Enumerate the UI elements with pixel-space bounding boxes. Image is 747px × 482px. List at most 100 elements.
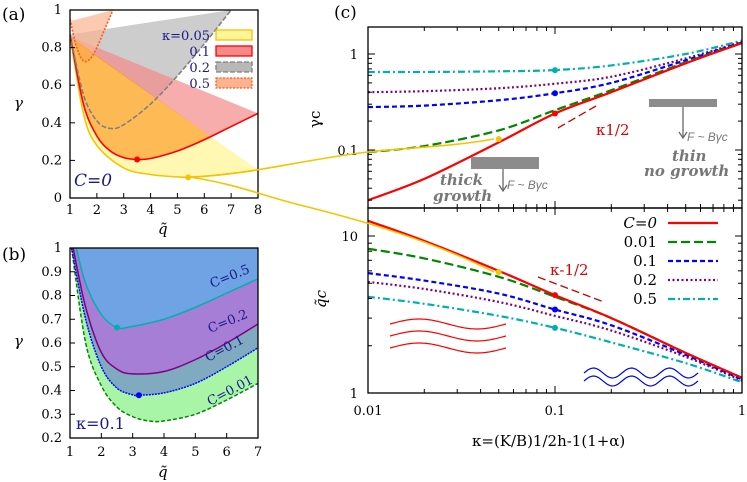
connector-q	[189, 176, 495, 273]
thin-film-icon	[649, 99, 717, 107]
c-top-ylabel: γc	[306, 111, 324, 128]
c-xtick-label: 0.1	[545, 404, 566, 419]
qc-curve-0.2	[368, 280, 742, 382]
force-arrowhead-icon	[498, 184, 508, 193]
panel-b: 1 2 3 4 5 6 70.20.30.40.50.60.70.80.91C=0.5C=0…	[41, 241, 262, 460]
thin-label: thin	[672, 147, 706, 165]
gc-curve-0.1	[368, 41, 742, 109]
qc-point	[552, 324, 558, 331]
gc-point	[552, 110, 558, 117]
a-ytick-label: 0.8	[41, 41, 62, 56]
force-arrowhead-icon-2	[678, 131, 688, 140]
k-mhalf-guide	[537, 276, 605, 303]
c-bottom-ytick-label: 1	[350, 387, 358, 402]
a-ytick-label: 0.6	[41, 78, 62, 93]
gc-curve-0.2	[368, 40, 742, 94]
c-xlabel: κ=(K/B)1/2h-1(1+α)	[472, 432, 625, 450]
b-ylabel: γ	[14, 332, 23, 350]
fill-C=0.5	[76, 248, 258, 329]
a-legend-swatch	[215, 45, 253, 57]
wrinkle-icons	[389, 318, 699, 387]
a-xtick-label: 1	[66, 203, 74, 218]
gc-curve-0.5	[368, 39, 742, 74]
a-ytick-label: 0.2	[41, 153, 62, 168]
c-legend-label: 0.1	[633, 252, 657, 270]
curve-C=0.1	[70, 248, 258, 397]
a-annotation: C=0	[74, 171, 112, 191]
growth-label: growth	[433, 187, 492, 205]
panel-c: 0.01 0.1 1 0.1 1 1 10	[337, 26, 746, 419]
c-legend: C=00.010.10.20.5	[623, 214, 718, 308]
k-half-label: κ1/2	[596, 121, 630, 139]
a-xtick-label: 8	[254, 203, 262, 218]
a-ylabel: γ	[14, 94, 23, 112]
minimum-point	[114, 324, 120, 331]
b-ytick-label: 0.6	[41, 336, 62, 351]
gc-point	[552, 90, 558, 97]
b-ytick-label: 1	[54, 241, 62, 256]
curve-C=0.01	[70, 248, 258, 423]
c-bottom-frame	[367, 207, 743, 394]
qc-point-kappa-0.05	[495, 268, 502, 275]
b-xtick-label: 1	[66, 445, 74, 460]
thick-label: thick	[440, 171, 483, 189]
panel-a: 1 2 3 4 5 6 7 800.20.40.60.81κ=0.050.10.20.5	[41, 3, 262, 218]
k-half-guide	[557, 105, 597, 129]
b-ytick-label: 0.4	[41, 384, 62, 399]
b-xtick-label: 4	[160, 445, 168, 460]
minimum-point	[185, 174, 192, 181]
a-legend-label: κ=0.05	[162, 29, 210, 44]
b-xtick-label: 2	[97, 445, 105, 460]
minimum-point	[135, 392, 142, 399]
thick-wrinkle-icon	[389, 330, 507, 342]
b-ytick-label: 0.3	[41, 407, 62, 422]
qc-curve-0.01	[368, 247, 742, 379]
b-xtick-label: 5	[191, 445, 199, 460]
qc-point	[552, 306, 558, 313]
force-label-thick: F ~ Bγc	[507, 178, 548, 192]
c-xtick-label: 1	[738, 404, 746, 419]
a-xtick-label: 5	[173, 203, 181, 218]
panel-label-a: (a)	[2, 5, 25, 25]
qc-curve-0.1	[368, 272, 742, 381]
b-ytick-label: 0.8	[41, 289, 62, 304]
connector-gamma	[189, 138, 495, 178]
curve-kappa-0.2	[70, 10, 232, 130]
minimum-point	[134, 156, 141, 163]
a-xtick-label: 3	[120, 203, 128, 218]
no-growth-label: no growth	[644, 162, 729, 180]
a-plot-area	[70, 10, 258, 179]
curve-kappa-0.5	[70, 10, 114, 63]
c-legend-label: 0.5	[633, 290, 657, 308]
a-xtick-label: 7	[227, 203, 235, 218]
b-xlabel: q̃	[158, 463, 168, 481]
a-legend-swatch	[215, 77, 253, 89]
b-xtick-label: 3	[129, 445, 137, 460]
c-xtick-label: 0.01	[354, 404, 383, 419]
b-ytick-label: 0.9	[41, 265, 62, 280]
c-bottom-plot-area	[368, 219, 742, 384]
b-ytick-label: 0.5	[41, 360, 62, 375]
a-xtick-label: 2	[93, 203, 101, 218]
a-legend-label: 0.5	[189, 77, 210, 92]
b-xtick-label: 7	[254, 445, 262, 460]
panel-label-b: (b)	[2, 245, 26, 265]
a-legend-swatch	[215, 29, 253, 41]
gc-point-kappa-0.05	[495, 136, 502, 143]
a-legend-label: 0.1	[189, 45, 210, 60]
c-bottom-ylabel: q̃c	[312, 289, 330, 308]
thin-wrinkle-icon	[583, 367, 699, 379]
c-top-ytick-label: 0.1	[337, 144, 358, 159]
b-plot-area	[70, 248, 258, 423]
thick-wrinkle-icon	[389, 342, 507, 354]
a-ytick-label: 0.4	[41, 116, 62, 131]
a-legend-label: 0.2	[189, 61, 210, 76]
c-top-ytick-label: 1	[350, 48, 358, 63]
a-ytick-label: 1	[54, 3, 62, 18]
thin-wrinkle-icon	[583, 375, 699, 387]
a-xtick-label: 4	[146, 203, 154, 218]
panel-label-c: (c)	[334, 3, 357, 23]
force-label-thin: F ~ Bγc	[687, 130, 728, 144]
c-bottom-ytick-label: 10	[341, 230, 358, 245]
